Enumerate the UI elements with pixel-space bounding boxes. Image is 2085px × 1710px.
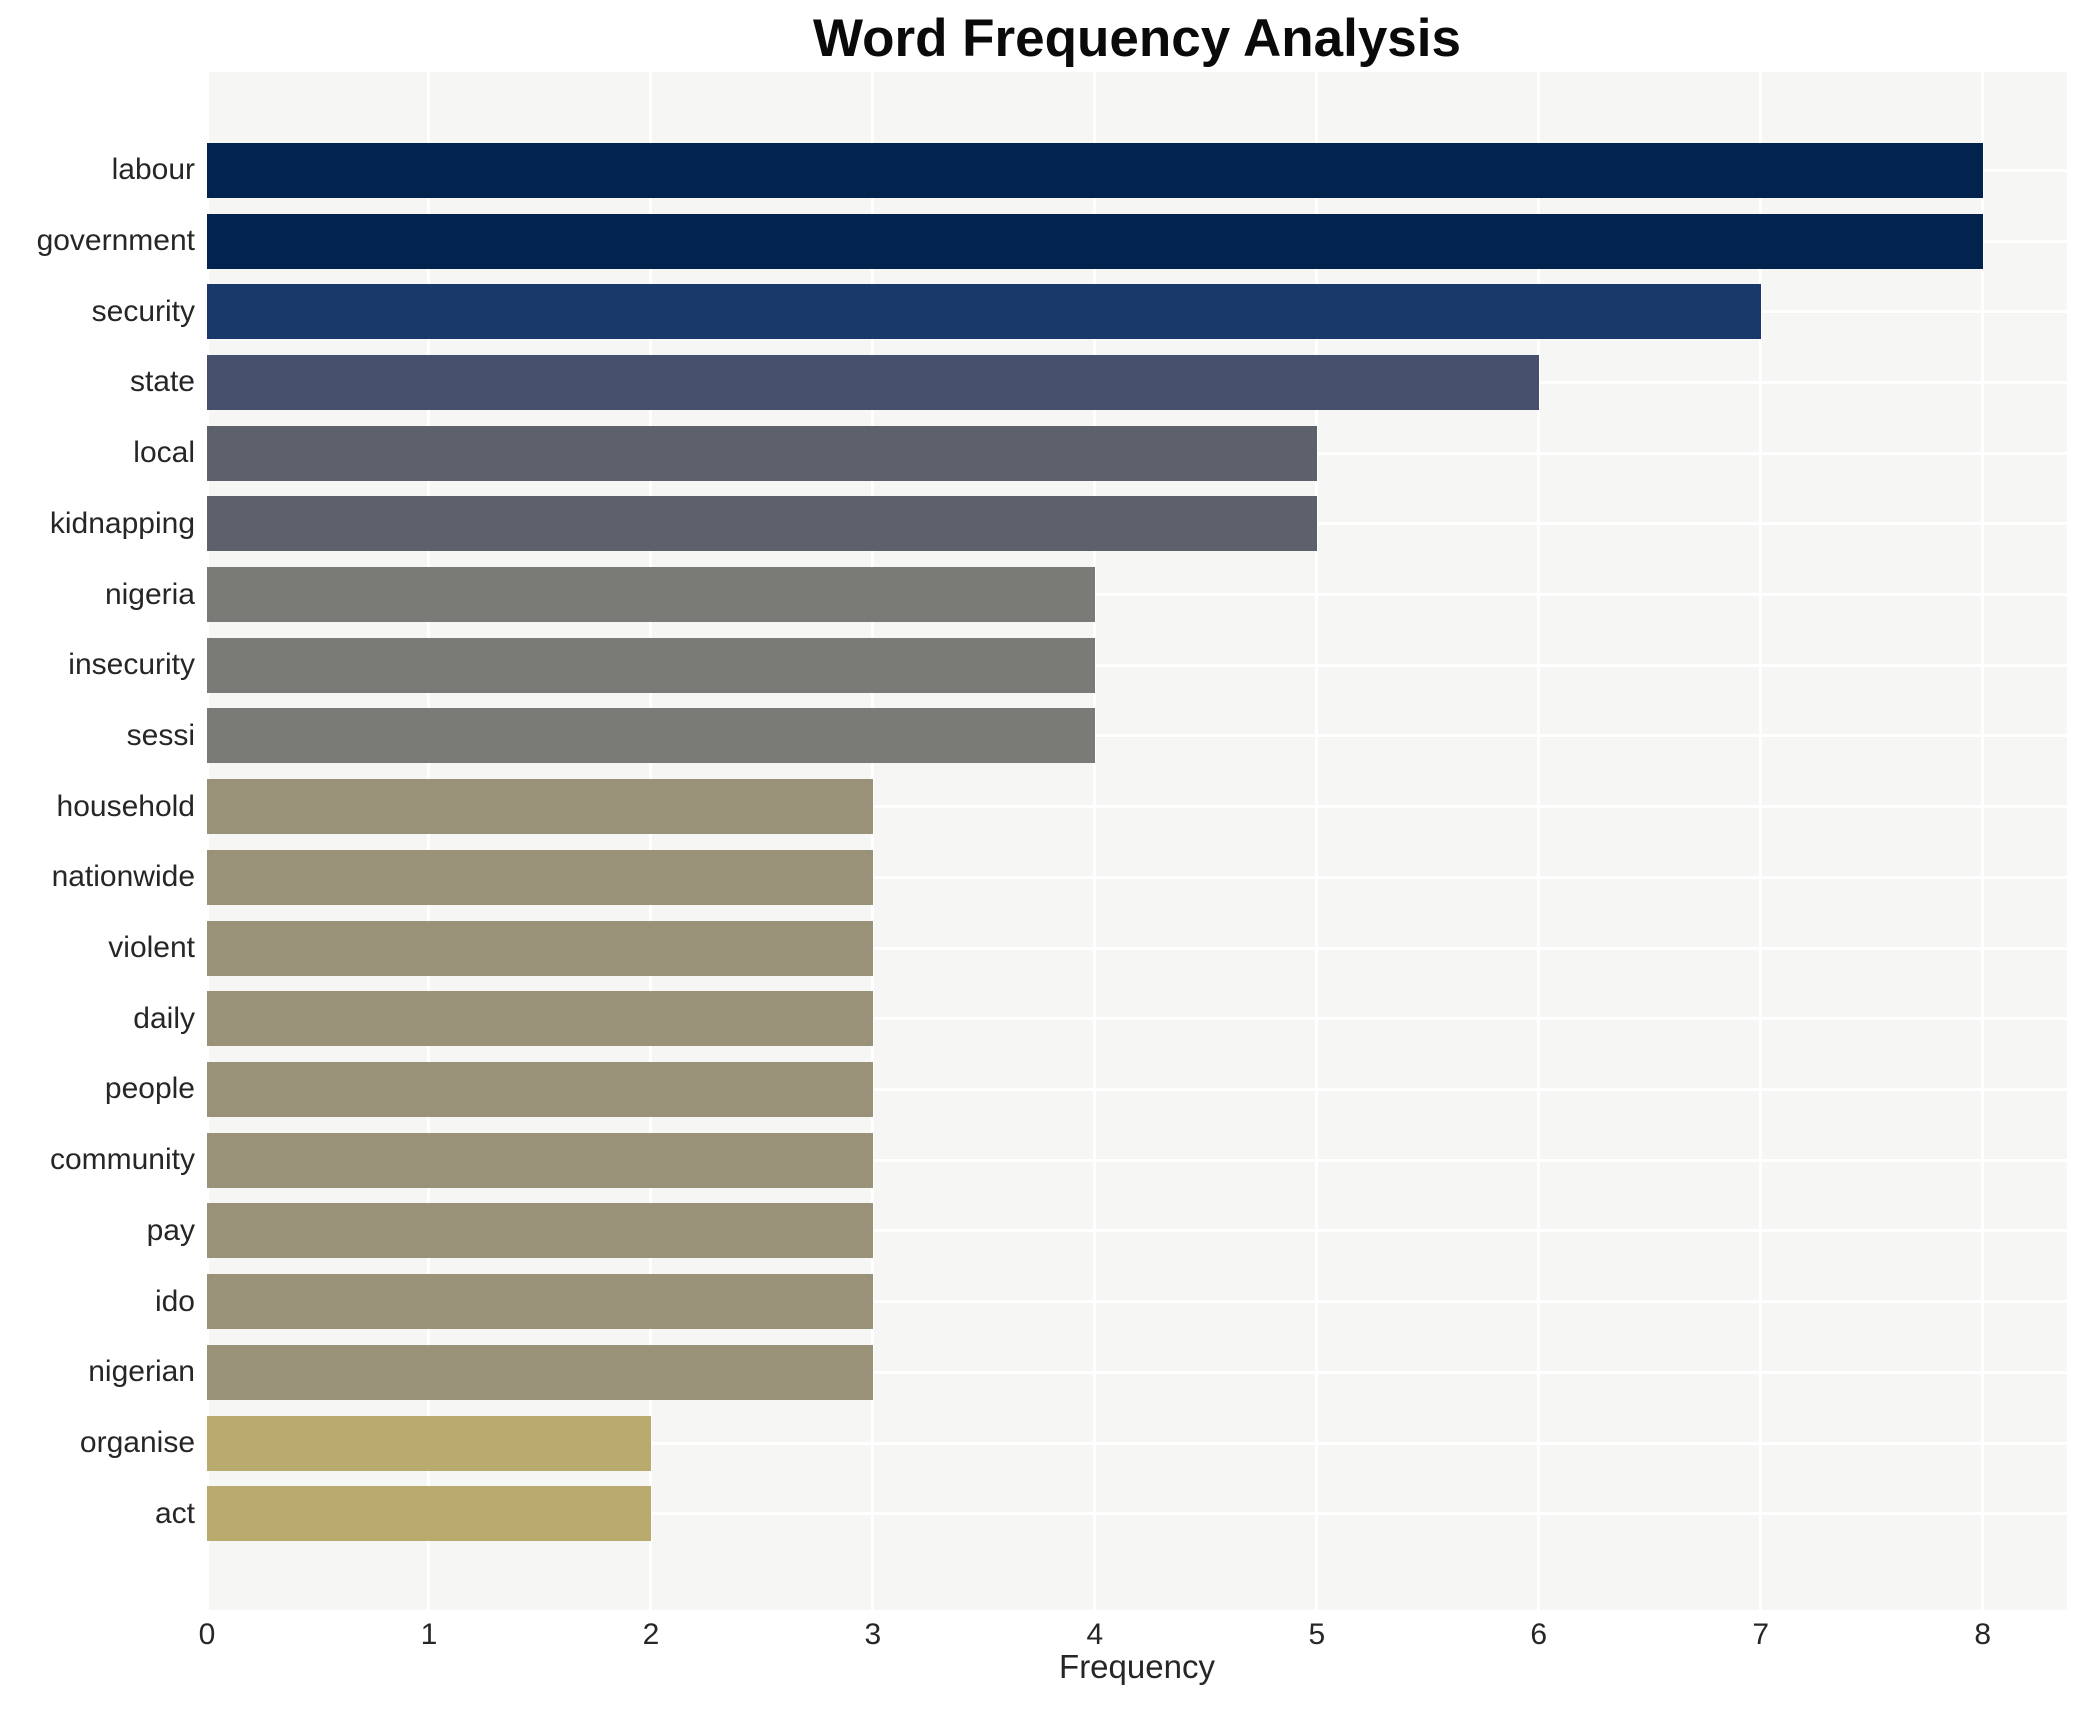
category-label-security: security [91, 294, 195, 328]
horizontal-gridline [207, 1441, 2067, 1445]
gridline-x-3 [871, 72, 875, 1610]
bar-row-security: security [92, 276, 2067, 347]
bar-row-violent: violent [108, 913, 2067, 984]
gridline-x-5 [1315, 72, 1319, 1610]
bar-nationwide [207, 849, 873, 905]
horizontal-gridline [207, 805, 2067, 809]
category-label-household: household [56, 789, 195, 823]
bar-insecurity [207, 637, 1095, 693]
gridline-x-0 [205, 72, 209, 1610]
bar-community [207, 1132, 873, 1188]
bar-violent [207, 920, 873, 976]
vertical-gridlines [205, 72, 2067, 1610]
horizontal-gridline [207, 1512, 2067, 1516]
category-label-organise: organise [79, 1426, 195, 1459]
bar-act [207, 1486, 651, 1542]
gridline-x-8 [1981, 72, 1985, 1610]
horizontal-gridline [207, 1370, 2067, 1374]
bar-security [207, 284, 1761, 340]
category-label-government: government [36, 224, 195, 258]
horizontal-gridline [207, 1087, 2067, 1091]
category-label-violent: violent [108, 931, 195, 965]
x-tick-label-3: 3 [864, 1618, 882, 1651]
bar-row-act: act [155, 1478, 2067, 1549]
bar-row-nigerian: nigerian [88, 1337, 2067, 1408]
category-label-nigerian: nigerian [88, 1355, 195, 1389]
x-tick-label-5: 5 [1308, 1618, 1326, 1651]
bar-row-nationwide: nationwide [52, 842, 2067, 913]
bar-organise [207, 1415, 651, 1471]
category-label-act: act [154, 1496, 195, 1530]
category-label-nationwide: nationwide [51, 860, 195, 894]
bar-ido [207, 1274, 873, 1330]
horizontal-gridline [207, 1158, 2067, 1162]
category-label-local: local [133, 436, 195, 470]
bar-row-pay: pay [147, 1196, 2067, 1267]
bar-nigerian [207, 1344, 873, 1400]
bar-row-community: community [50, 1125, 2067, 1196]
bar-row-labour: labour [112, 135, 2067, 206]
bar-daily [207, 991, 873, 1047]
bar-row-local: local [133, 418, 2067, 489]
x-tick-label-6: 6 [1530, 1618, 1548, 1651]
bar-local [207, 425, 1317, 481]
gridline-x-6 [1537, 72, 1541, 1610]
category-label-ido: ido [154, 1284, 195, 1318]
horizontal-gridline [207, 946, 2067, 950]
bar-row-people: people [105, 1054, 2067, 1125]
bar-row-state: state [130, 347, 2067, 418]
x-axis-label: Frequency [1059, 1648, 1215, 1685]
x-tick-label-1: 1 [420, 1618, 438, 1651]
horizontal-gridline [207, 1300, 2067, 1304]
bar-row-kidnapping: kidnapping [50, 489, 2067, 560]
category-label-state: state [129, 365, 195, 399]
bar-row-daily: daily [133, 983, 2067, 1054]
gridline-x-1 [427, 72, 431, 1610]
x-tick-label-2: 2 [642, 1618, 660, 1651]
x-axis-ticks: 0 1 2 3 4 5 6 7 8 [199, 1610, 2067, 1651]
x-tick-label-8: 8 [1974, 1618, 1991, 1651]
bar-nigeria [207, 567, 1095, 623]
category-label-people: people [104, 1072, 195, 1106]
horizontal-gridline [207, 1229, 2067, 1233]
bar-pay [207, 1203, 873, 1259]
category-label-insecurity: insecurity [68, 648, 195, 682]
x-tick-label-4: 4 [1086, 1618, 1104, 1651]
chart-title: Word Frequency Analysis [813, 9, 1461, 68]
bar-row-household: household [57, 771, 2067, 842]
horizontal-gridline [207, 1017, 2067, 1021]
category-label-daily: daily [133, 1001, 195, 1035]
bar-sessi [207, 708, 1095, 764]
horizontal-gridline [207, 734, 2067, 738]
bar-row-government: government [37, 206, 2067, 277]
category-label-sessi: sessi [126, 718, 195, 752]
category-label-nigeria: nigeria [104, 577, 195, 611]
category-label-pay: pay [146, 1213, 195, 1247]
category-label-labour: labour [111, 153, 195, 187]
bar-kidnapping [207, 496, 1317, 552]
horizontal-gridline [207, 593, 2067, 597]
category-label-community: community [49, 1143, 195, 1177]
horizontal-gridline [207, 663, 2067, 667]
horizontal-gridline [207, 875, 2067, 879]
bar-labour [207, 142, 1983, 198]
bar-row-insecurity: insecurity [68, 630, 2067, 701]
gridline-x-2 [649, 72, 653, 1610]
bar-row-nigeria: nigeria [105, 559, 2067, 630]
bar-row-sessi: sessi [127, 701, 2067, 772]
bar-household [207, 779, 873, 835]
bar-row-organise: organise [80, 1408, 2067, 1479]
bar-state [207, 354, 1539, 410]
bar-rows: labour government security state local k… [37, 135, 2067, 1549]
bar-row-ido: ido [155, 1266, 2067, 1337]
category-label-kidnapping: kidnapping [49, 506, 195, 540]
gridline-x-4 [1093, 72, 1097, 1610]
x-tick-label-7: 7 [1752, 1618, 1770, 1651]
x-tick-label-0: 0 [198, 1618, 216, 1651]
bar-government [207, 213, 1983, 269]
gridline-x-7 [1759, 72, 1763, 1610]
plot-area: labour government security state local k… [37, 72, 2067, 1651]
bar-people [207, 1061, 873, 1117]
